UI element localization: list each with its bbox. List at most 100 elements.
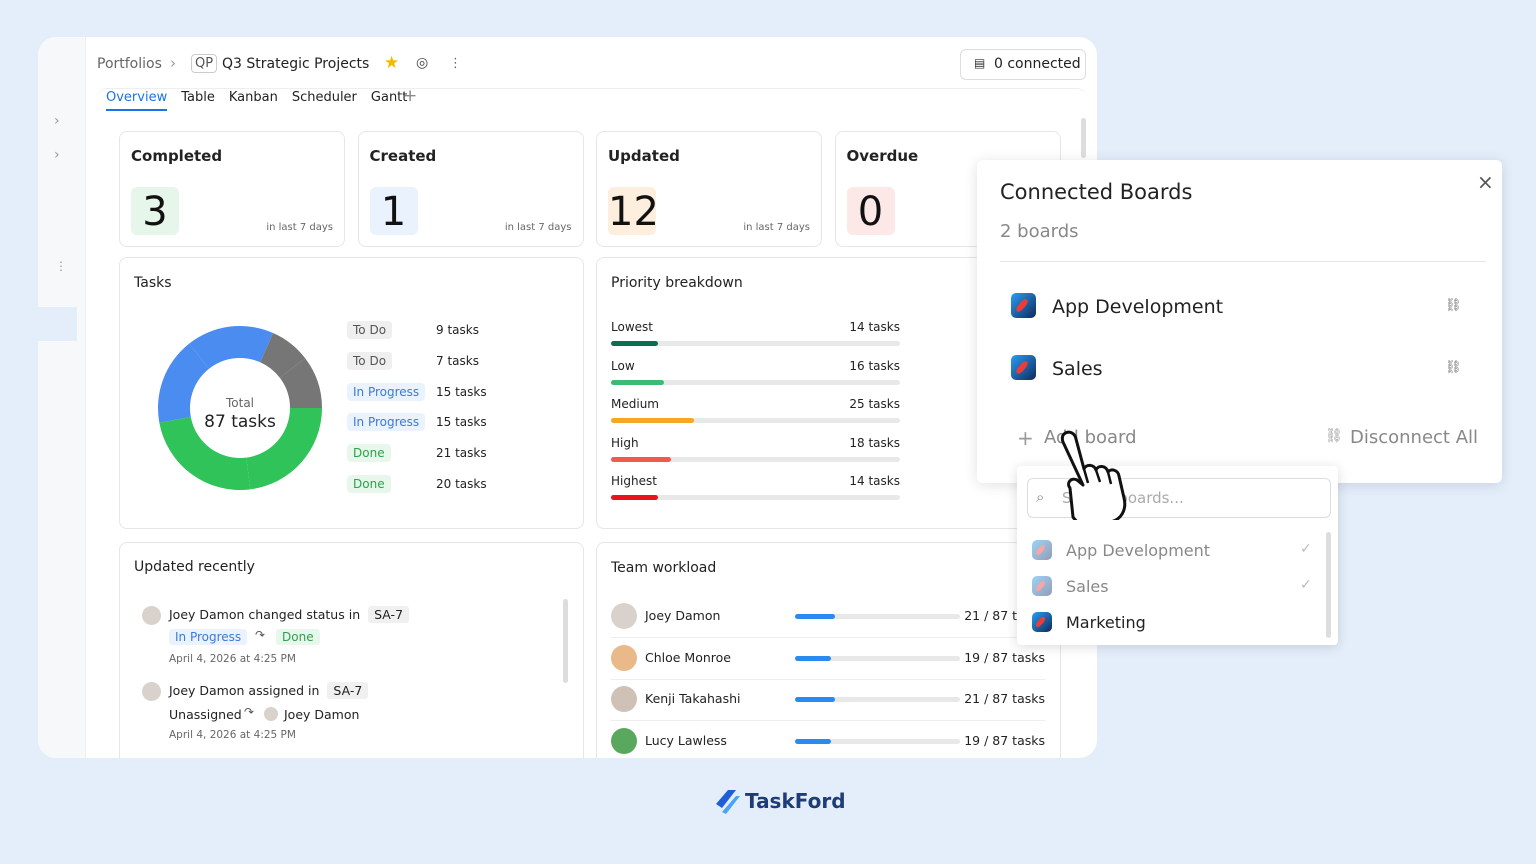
arrow-icon: ↷ bbox=[255, 628, 266, 642]
priority-count: 16 tasks bbox=[849, 358, 900, 373]
status-count: 21 tasks bbox=[436, 446, 487, 461]
avatar bbox=[611, 644, 637, 671]
board-icon-mark bbox=[1034, 579, 1047, 593]
status-pill: In Progress bbox=[347, 382, 426, 401]
status-count: 15 tasks bbox=[436, 415, 487, 430]
board-option[interactable]: App Development bbox=[1066, 541, 1211, 560]
breadcrumb-sep: › bbox=[170, 54, 176, 72]
card-title: Priority breakdown bbox=[611, 275, 743, 291]
donut-segment bbox=[159, 416, 251, 490]
status-pill: Done bbox=[347, 444, 391, 463]
ref-pill: SA-7 bbox=[368, 606, 410, 623]
scrollbar bbox=[1081, 118, 1086, 158]
sidebar: › › ⋮ bbox=[38, 37, 86, 758]
workload-track bbox=[795, 697, 960, 703]
user-name: Joey Damon bbox=[169, 607, 245, 622]
status-pill: In Progress bbox=[347, 413, 426, 432]
workload-count: 19 / 87 tasks bbox=[964, 649, 1045, 665]
stat-card: Updated 12 in last 7 days bbox=[596, 131, 822, 247]
unlink-button[interactable]: ⛓ bbox=[1445, 298, 1462, 313]
activity-line: Joey Damon assigned in SA-7 bbox=[169, 682, 369, 699]
priority-label: Medium bbox=[611, 397, 659, 411]
row-divider bbox=[611, 720, 1045, 722]
more-icon[interactable]: ⋮ bbox=[449, 56, 462, 71]
hand-cursor bbox=[1060, 430, 1127, 520]
card-title: Tasks bbox=[134, 275, 172, 291]
board-icon-mark bbox=[1034, 615, 1047, 629]
connected-label: 0 connected bbox=[994, 56, 1081, 72]
tab[interactable]: Scheduler bbox=[291, 90, 357, 105]
panel-title: Connected Boards bbox=[1000, 180, 1193, 204]
avatar bbox=[264, 707, 278, 721]
disconnect-all[interactable]: Disconnect All bbox=[1350, 427, 1479, 448]
board-name: Sales bbox=[1052, 358, 1103, 380]
member-name: Kenji Takahashi bbox=[645, 691, 741, 707]
window-clip bbox=[38, 758, 1097, 864]
tab-bar bbox=[97, 88, 1087, 101]
status-count: 15 tasks bbox=[436, 384, 487, 399]
priority-track bbox=[611, 379, 900, 385]
status-count: 7 tasks bbox=[436, 353, 479, 368]
to-status: Joey Damon bbox=[284, 707, 360, 722]
breadcrumb-root[interactable]: Portfolios bbox=[97, 56, 162, 72]
row-divider bbox=[611, 637, 1045, 638]
to-status: Done bbox=[276, 629, 320, 645]
unlink-icon: ⛓ bbox=[1325, 428, 1343, 444]
donut-segment bbox=[260, 332, 306, 378]
priority-bar bbox=[611, 341, 658, 346]
member-name: Lucy Lawless bbox=[645, 733, 727, 749]
expand-icon[interactable]: › bbox=[54, 113, 60, 129]
scrollbar bbox=[1326, 532, 1331, 638]
priority-bar bbox=[611, 495, 658, 500]
priority-track bbox=[611, 418, 900, 423]
tabs: Overview Table Kanban Scheduler Gantt bbox=[106, 90, 407, 111]
donut-total-label: Total bbox=[225, 396, 255, 410]
workload-count: 21 / 87 tasks bbox=[964, 691, 1045, 707]
workload-bar bbox=[795, 697, 835, 703]
stat-card: Created 1 in last 7 days bbox=[357, 131, 584, 247]
avatar bbox=[142, 606, 161, 625]
updated-card: Updated recently bbox=[119, 542, 584, 774]
board-icon-mark bbox=[1034, 543, 1047, 557]
stat-card: Completed 3 in last 7 days bbox=[119, 131, 345, 247]
star-icon[interactable]: ★ bbox=[384, 53, 400, 73]
brand-name: TaskFord bbox=[745, 789, 846, 813]
close-button[interactable]: × bbox=[1477, 170, 1494, 194]
priority-track bbox=[611, 495, 900, 500]
stat-value: 0 bbox=[846, 187, 895, 235]
tab[interactable]: Table bbox=[181, 90, 215, 105]
board-icon bbox=[1032, 540, 1052, 560]
priority-bar bbox=[611, 379, 665, 385]
donut-segment bbox=[279, 358, 322, 408]
add-icon[interactable]: + bbox=[1017, 426, 1034, 450]
stat-title: Completed bbox=[131, 147, 223, 165]
menu-icon[interactable]: ⋮ bbox=[55, 259, 67, 273]
status-count: 20 tasks bbox=[436, 477, 487, 491]
board-icon-mark bbox=[1014, 297, 1029, 314]
project-badge: QP bbox=[191, 54, 218, 73]
tab[interactable]: Kanban bbox=[228, 90, 278, 105]
member-name: Chloe Monroe bbox=[645, 649, 731, 665]
check-icon: ✓ bbox=[1300, 577, 1312, 593]
tab[interactable]: Gantt bbox=[370, 90, 408, 105]
stat-title: Created bbox=[369, 147, 437, 165]
connected-button[interactable]: ▤ 0 connected bbox=[960, 49, 1086, 80]
stat-title: Overdue bbox=[846, 147, 919, 165]
priority-track bbox=[611, 341, 900, 346]
workload-track bbox=[795, 655, 960, 661]
board-option[interactable]: Marketing bbox=[1066, 613, 1146, 632]
timestamp: April 4, 2026 at 4:25 PM bbox=[169, 653, 296, 665]
settings-icon[interactable]: ◎ bbox=[416, 55, 429, 71]
divider bbox=[1000, 261, 1486, 262]
priority-label: High bbox=[611, 435, 639, 450]
add-tab[interactable]: + bbox=[403, 86, 418, 106]
tab[interactable]: Overview bbox=[106, 90, 168, 111]
row-divider bbox=[611, 678, 1045, 680]
sidebar-active bbox=[38, 307, 77, 341]
board-option[interactable]: Sales bbox=[1066, 577, 1109, 596]
expand-icon[interactable]: › bbox=[54, 147, 60, 163]
unlink-button[interactable]: ⛓ bbox=[1445, 360, 1462, 375]
board-icon bbox=[1032, 576, 1052, 596]
user-name: Joey Damon bbox=[169, 683, 245, 698]
